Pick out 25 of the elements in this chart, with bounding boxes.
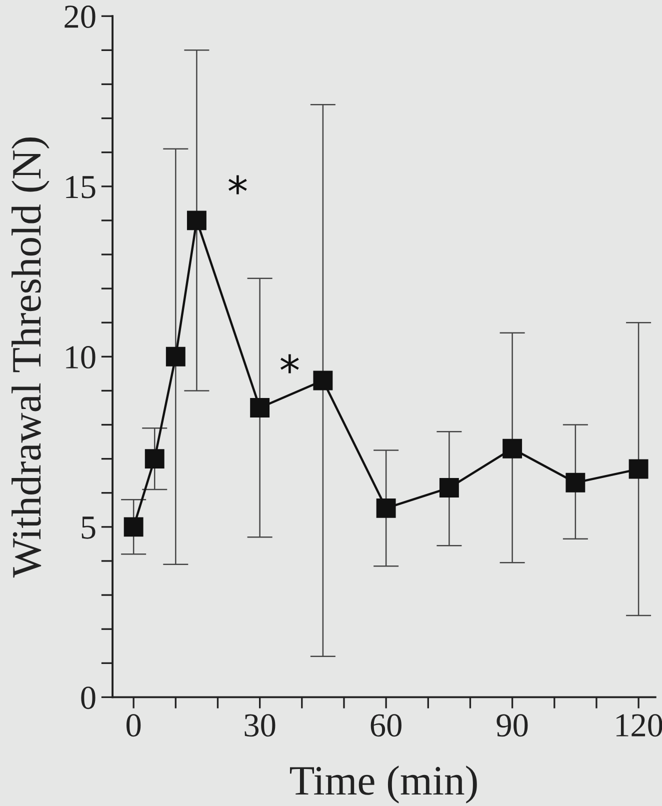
point <box>439 478 459 498</box>
point <box>502 438 522 458</box>
point <box>166 346 186 366</box>
point <box>250 398 270 418</box>
y-tick-label: 5 <box>82 516 96 539</box>
y-axis-title: Withdrawal Threshold (N) <box>12 138 50 578</box>
point <box>144 449 164 469</box>
y-tick-label: 10 <box>66 346 96 369</box>
point <box>628 459 648 479</box>
x-tick-label: 0 <box>126 714 141 737</box>
y-tick-label: 0 <box>81 686 96 710</box>
y-tick-label: 15 <box>66 176 96 198</box>
x-tick-label: 30 <box>244 714 276 737</box>
point <box>313 370 333 390</box>
point <box>376 498 396 518</box>
x-tick-label: 90 <box>496 714 528 737</box>
y-tick-label: 20 <box>64 6 96 28</box>
x-axis-title: Time (min) <box>290 766 477 804</box>
x-tick-label: 120 <box>616 714 662 737</box>
annotation: * <box>280 354 299 374</box>
x-tick-label: 60 <box>370 714 402 737</box>
point <box>124 517 144 537</box>
annotation: * <box>228 175 247 194</box>
point <box>186 210 206 230</box>
point <box>566 472 586 492</box>
